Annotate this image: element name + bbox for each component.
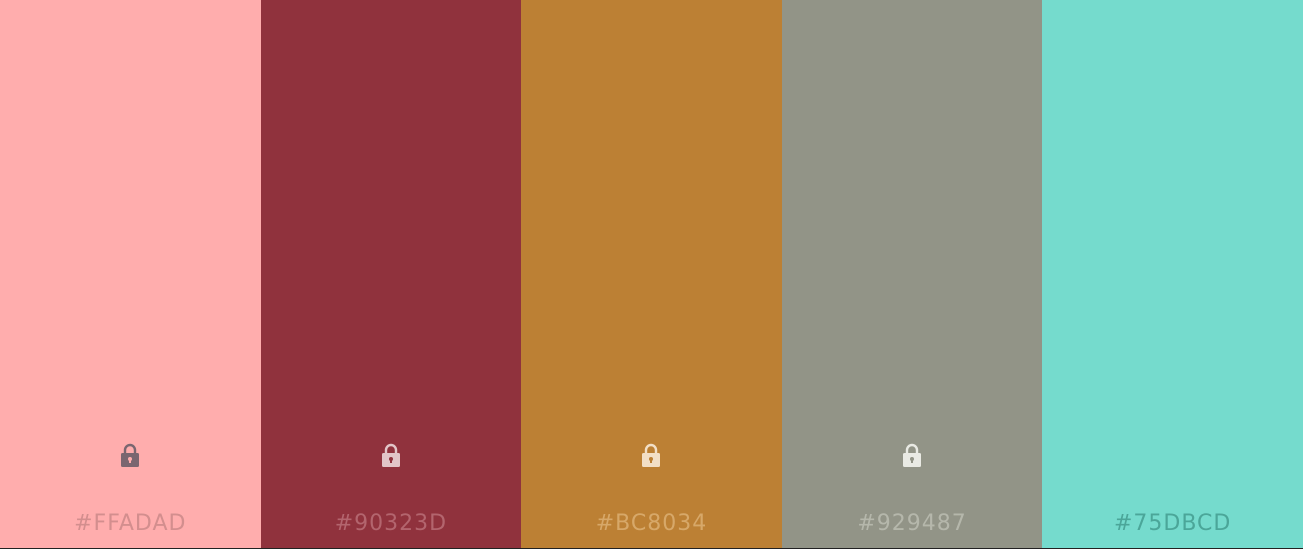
lock-icon[interactable]: [902, 443, 922, 467]
lock-icon[interactable]: [120, 443, 140, 467]
color-swatch-3[interactable]: #BC8034: [521, 0, 782, 549]
hex-code-label[interactable]: #BC8034: [595, 511, 708, 536]
color-swatch-4[interactable]: #929487: [781, 0, 1043, 549]
hex-code-label[interactable]: #90323D: [334, 511, 448, 536]
hex-code-label[interactable]: #929487: [857, 511, 967, 536]
color-swatch-2[interactable]: #90323D: [260, 0, 522, 549]
lock-icon[interactable]: [641, 443, 661, 467]
color-swatch-5[interactable]: #75DBCD: [1042, 0, 1303, 549]
hex-code-label[interactable]: #FFADAD: [74, 511, 187, 536]
lock-icon[interactable]: [381, 443, 401, 467]
hex-code-label[interactable]: #75DBCD: [1113, 511, 1232, 536]
color-swatch-1[interactable]: #FFADAD: [0, 0, 261, 549]
